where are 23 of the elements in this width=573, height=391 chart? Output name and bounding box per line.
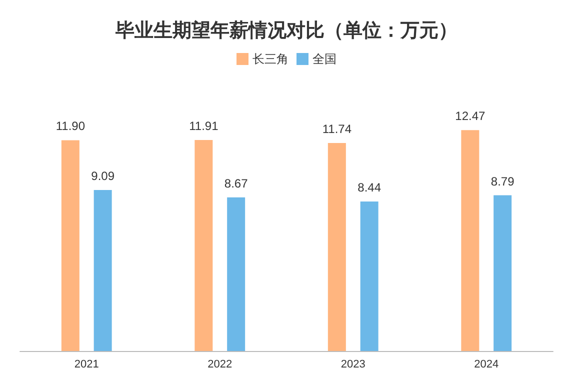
legend-label: 全国 (312, 52, 336, 66)
legend-label: 长三角 (252, 52, 288, 66)
data-label: 8.67 (224, 176, 248, 190)
data-label: 11.90 (56, 119, 86, 134)
data-label: 11.74 (322, 122, 352, 136)
data-label: 12.47 (455, 109, 486, 124)
x-tick-label: 2024 (474, 358, 499, 370)
x-tick-label: 2022 (208, 358, 232, 370)
data-label: 8.44 (358, 180, 382, 194)
data-label: 9.09 (91, 168, 115, 183)
bar (494, 195, 512, 351)
bar (94, 190, 112, 351)
x-tick-label: 2021 (74, 358, 99, 370)
data-label: 8.79 (490, 174, 515, 188)
bar (194, 140, 213, 351)
bar (328, 143, 346, 351)
data-label: 11.91 (189, 119, 219, 134)
bar (227, 197, 246, 351)
bar (360, 201, 378, 351)
chart-title: 毕业生期望年薪情况对比（单位：万元） (114, 20, 458, 42)
x-tick-label: 2023 (340, 358, 366, 370)
bar (461, 130, 480, 351)
bar (61, 140, 80, 351)
